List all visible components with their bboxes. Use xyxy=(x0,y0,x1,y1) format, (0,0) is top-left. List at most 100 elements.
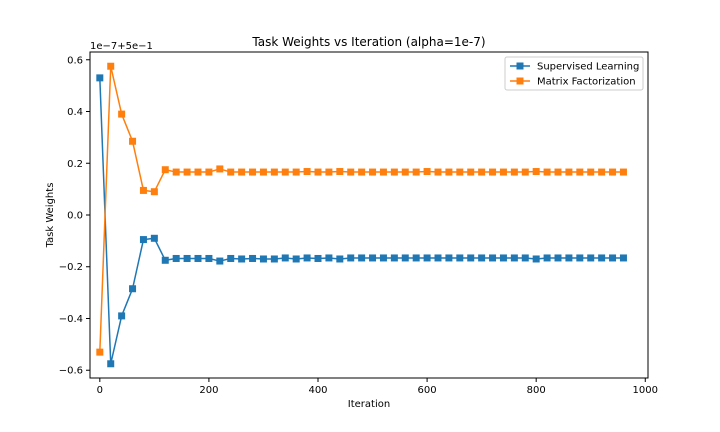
data-point xyxy=(139,186,147,194)
data-point xyxy=(336,255,344,263)
data-point xyxy=(412,168,420,176)
x-axis-label: Iteration xyxy=(348,399,390,410)
data-point xyxy=(259,255,267,263)
legend-box xyxy=(504,56,644,91)
y-tick-label: −0.4 xyxy=(59,314,83,325)
y-tick-label: 0.4 xyxy=(67,107,83,118)
y-tick-label: 0.6 xyxy=(67,55,83,66)
data-point xyxy=(598,254,606,262)
x-axis: 0 200 400 600 800 1000 xyxy=(97,378,658,396)
data-point xyxy=(150,188,158,196)
data-point xyxy=(565,254,573,262)
x-tick-label: 800 xyxy=(527,385,546,396)
data-point xyxy=(238,168,246,176)
data-point xyxy=(587,168,595,176)
plot-area xyxy=(96,62,627,368)
data-point xyxy=(183,254,191,262)
data-point xyxy=(139,236,147,244)
data-point xyxy=(336,168,344,176)
plot-frame xyxy=(89,51,649,379)
data-point xyxy=(314,168,322,176)
data-point xyxy=(205,168,213,176)
data-point xyxy=(510,168,518,176)
data-point xyxy=(598,168,606,176)
data-point xyxy=(358,254,366,262)
data-point xyxy=(609,168,617,176)
data-point xyxy=(259,168,267,176)
data-point xyxy=(467,168,475,176)
data-point xyxy=(281,254,289,262)
data-point xyxy=(216,257,224,265)
data-point xyxy=(118,110,126,118)
data-point xyxy=(107,360,115,368)
data-point xyxy=(358,168,366,176)
data-point xyxy=(456,168,464,176)
data-point xyxy=(161,166,169,174)
data-point xyxy=(565,168,573,176)
x-tick-label: 0 xyxy=(97,385,103,396)
y-tick-label: −0.2 xyxy=(59,262,83,273)
data-point xyxy=(292,255,300,263)
data-point xyxy=(609,254,617,262)
y-tick-label: 0.0 xyxy=(67,211,83,222)
data-point xyxy=(107,62,115,70)
chart-title: Task Weights vs Iteration (alpha=1e-7) xyxy=(251,35,485,49)
data-point xyxy=(118,312,126,320)
x-tick-label: 200 xyxy=(199,385,218,396)
data-point xyxy=(292,168,300,176)
y-tick-label: 0.2 xyxy=(67,159,83,170)
data-point xyxy=(499,254,507,262)
data-point xyxy=(554,168,562,176)
data-point xyxy=(423,168,431,176)
y-axis-label: Task Weights xyxy=(45,183,56,249)
data-point xyxy=(456,254,464,262)
data-point xyxy=(379,168,387,176)
data-point xyxy=(161,256,169,264)
data-point xyxy=(129,137,137,145)
data-point xyxy=(554,254,562,262)
data-point xyxy=(445,168,453,176)
data-point xyxy=(216,165,224,173)
legend-label: Matrix Factorization xyxy=(537,77,636,88)
data-point xyxy=(412,254,420,262)
data-point xyxy=(194,168,202,176)
data-point xyxy=(467,254,475,262)
series-line xyxy=(99,77,624,365)
data-point xyxy=(521,168,529,176)
data-point xyxy=(281,168,289,176)
data-point xyxy=(532,255,540,263)
y-tick-label: −0.6 xyxy=(59,366,83,377)
data-point xyxy=(478,168,486,176)
data-point xyxy=(489,168,497,176)
data-point xyxy=(445,254,453,262)
data-point xyxy=(227,254,235,262)
data-point xyxy=(401,254,409,262)
data-point xyxy=(434,254,442,262)
x-tick-label: 600 xyxy=(418,385,437,396)
data-point xyxy=(401,168,409,176)
data-point xyxy=(249,254,257,262)
data-point xyxy=(270,168,278,176)
data-point xyxy=(369,254,377,262)
x-tick-label: 1000 xyxy=(633,385,658,396)
y-offset-label: 1e−7+5e−1 xyxy=(90,41,153,52)
data-point xyxy=(390,254,398,262)
data-point xyxy=(303,168,311,176)
data-point xyxy=(369,168,377,176)
data-point xyxy=(303,254,311,262)
data-point xyxy=(619,168,627,176)
data-point xyxy=(423,254,431,262)
data-point xyxy=(489,254,497,262)
data-point xyxy=(347,254,355,262)
data-point xyxy=(543,254,551,262)
data-point xyxy=(96,348,104,356)
data-point xyxy=(172,254,180,262)
data-point xyxy=(314,254,322,262)
data-point xyxy=(129,285,137,293)
data-point xyxy=(150,234,158,242)
data-point xyxy=(543,168,551,176)
data-point xyxy=(510,254,518,262)
data-point xyxy=(478,254,486,262)
data-point xyxy=(249,168,257,176)
